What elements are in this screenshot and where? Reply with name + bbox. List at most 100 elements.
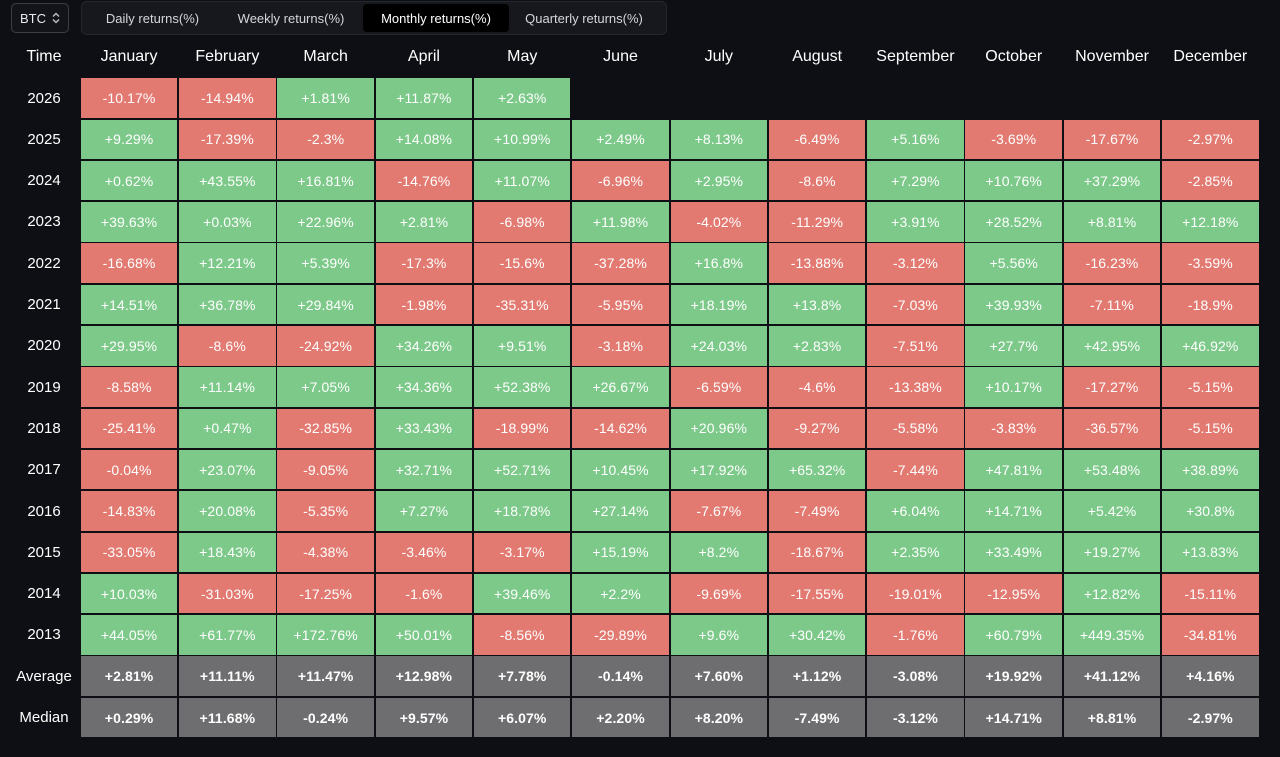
summary-cell: +14.71% [965,697,1062,738]
month-header: March [303,47,348,65]
return-cell: +11.07% [473,160,571,201]
month-header: October [985,47,1043,65]
return-cell: -18.9% [1162,284,1259,325]
return-cell: +19.27% [1063,532,1161,573]
summary-cell: +9.57% [375,697,473,738]
month-header: September [876,47,955,65]
return-cell: -32.85% [277,408,374,449]
return-cell: -18.67% [768,532,866,573]
return-cell: -9.27% [768,408,866,449]
year-label: 2023 [27,213,61,231]
summary-cell: -0.14% [572,656,669,696]
chevron-updown-icon [52,12,60,24]
month-header: February [195,47,260,65]
month-header: April [407,47,440,65]
month-header: November [1075,47,1149,65]
return-cell: -14.76% [375,160,473,201]
year-label: 2015 [27,543,61,561]
return-cell: -5.35% [277,491,374,531]
return-cell [965,78,1062,118]
summary-cell: +4.16% [1162,656,1259,696]
return-cell: +18.78% [473,491,571,531]
return-cell: -3.17% [473,532,571,573]
return-cell: +17.92% [670,449,768,490]
return-cell: +29.84% [277,284,374,325]
tab-quarterly-returns[interactable]: Quarterly returns(%) [525,10,643,26]
summary-cell: +7.78% [473,656,571,696]
return-cell: -0.04% [80,449,178,490]
return-cell: +34.26% [375,326,473,366]
return-cell: +2.95% [670,160,768,201]
return-cell: +2.81% [375,202,473,242]
return-cell: -17.39% [179,119,276,160]
return-cell: +39.63% [80,202,178,242]
return-cell: +0.62% [80,160,178,201]
return-cell: +16.8% [670,243,768,283]
return-cell [1162,78,1259,118]
summary-cell: -2.97% [1162,697,1259,738]
return-cell: -12.95% [965,573,1062,614]
return-cell: +6.04% [867,491,964,531]
return-cell: -8.6% [768,160,866,201]
return-cell: -4.6% [768,367,866,407]
return-cell: +27.7% [965,326,1062,366]
month-header: July [704,47,734,65]
return-cell: +8.13% [670,119,768,160]
return-cell: +1.81% [277,78,374,118]
return-cell: +38.89% [1162,449,1259,490]
return-cell: -13.38% [867,367,964,407]
return-cell: +449.35% [1063,615,1161,655]
return-cell: -9.05% [277,449,374,490]
return-cell: -6.98% [473,202,571,242]
return-cell: +2.35% [867,532,964,573]
summary-cell: +7.60% [670,656,768,696]
return-cell: -3.59% [1162,243,1259,283]
toolbar: BTC [11,1,69,35]
month-header: December [1173,47,1248,65]
month-header: August [792,47,843,65]
return-cell: -1.98% [375,284,473,325]
tab-weekly-returns[interactable]: Weekly returns(%) [237,10,345,26]
return-cell: +53.48% [1063,449,1161,490]
return-cell: -1.6% [375,573,473,614]
return-cell [867,78,964,118]
return-cell: -3.12% [867,243,964,283]
summary-cell: -7.49% [768,697,866,738]
return-cell: +33.43% [375,408,473,449]
return-cell: +12.18% [1162,202,1259,242]
return-cell: +16.81% [277,160,374,201]
return-cell: -14.94% [179,78,276,118]
tab-monthly-returns[interactable]: Monthly returns(%) [363,4,509,32]
return-cell: +7.27% [375,491,473,531]
return-cell: +11.98% [572,202,669,242]
summary-cell: -0.24% [277,697,374,738]
summary-cell: +41.12% [1063,656,1161,696]
year-label: 2020 [27,337,61,355]
return-cell: +2.83% [768,326,866,366]
return-cell: -3.46% [375,532,473,573]
return-cell: +34.36% [375,367,473,407]
summary-cell: -3.08% [867,656,964,696]
return-cell: +2.49% [572,119,669,160]
return-cell: +26.67% [572,367,669,407]
return-cell: +65.32% [768,449,866,490]
asset-select[interactable]: BTC [11,3,69,33]
return-cell: -4.38% [277,532,374,573]
summary-cell: -3.12% [867,697,964,738]
return-cell: +10.17% [965,367,1062,407]
tab-daily-returns[interactable]: Daily returns(%) [105,10,200,26]
period-tabs: Daily returns(%) Weekly returns(%) Month… [81,1,667,35]
return-cell: -5.58% [867,408,964,449]
return-cell: +15.19% [572,532,669,573]
return-cell [671,78,768,118]
return-cell: +44.05% [80,615,178,655]
summary-cell: +1.12% [768,656,866,696]
return-cell: -15.11% [1162,573,1259,614]
return-cell: +23.07% [179,449,276,490]
summary-label: Average [16,667,72,685]
summary-cell: +11.11% [179,656,276,696]
return-cell: -35.31% [473,284,571,325]
return-cell: +37.29% [1063,160,1161,201]
return-cell: +52.38% [473,367,571,407]
return-cell: -7.11% [1063,284,1161,325]
